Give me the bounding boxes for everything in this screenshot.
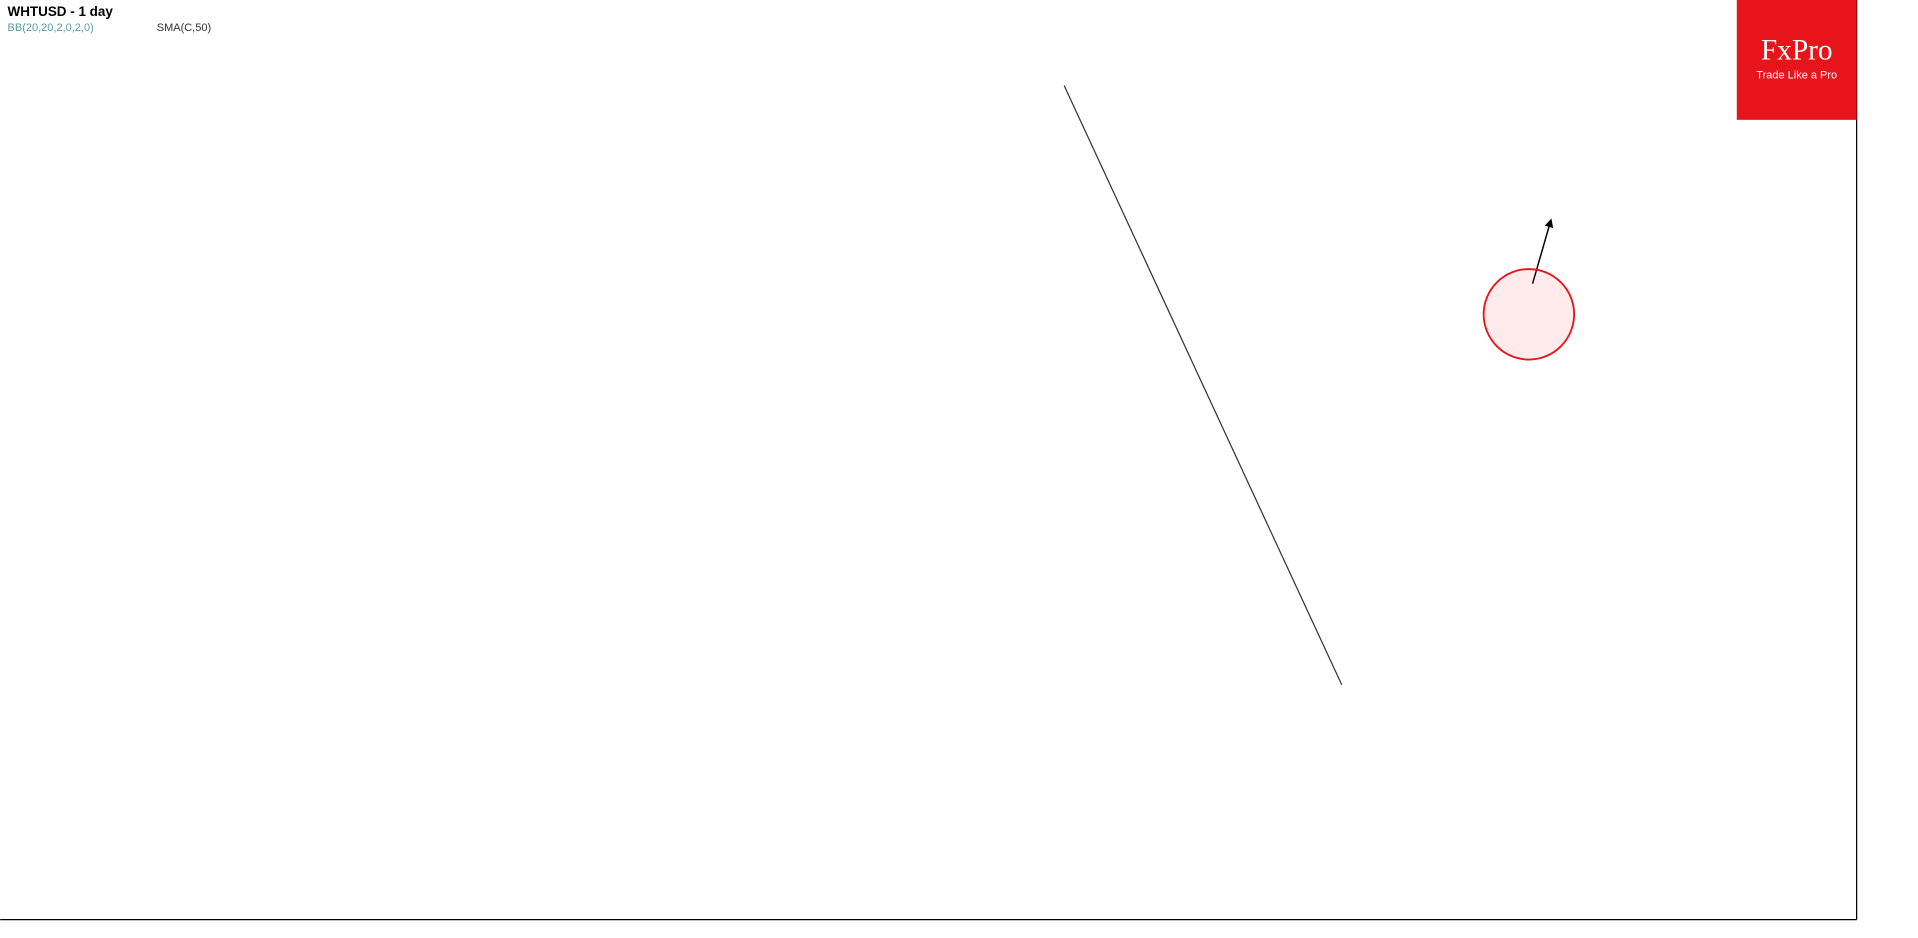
logo (1736, 0, 1857, 120)
indicator-label: BB(20,20,2,0,2,0) (8, 22, 94, 34)
indicator-label: SMA(C,50) (157, 22, 211, 34)
highlight-circle (1482, 268, 1576, 361)
logo-tagline: Trade Like a Pro (1756, 70, 1837, 82)
projection-arrow (1531, 218, 1554, 284)
trend-line (1063, 85, 1343, 686)
y-axis-area (1856, 0, 1918, 938)
overlay (1063, 85, 1576, 686)
x-axis-area (0, 919, 1918, 938)
logo-name: FxPro (1761, 34, 1833, 66)
chart-title: WHTUSD - 1 day (8, 4, 114, 19)
